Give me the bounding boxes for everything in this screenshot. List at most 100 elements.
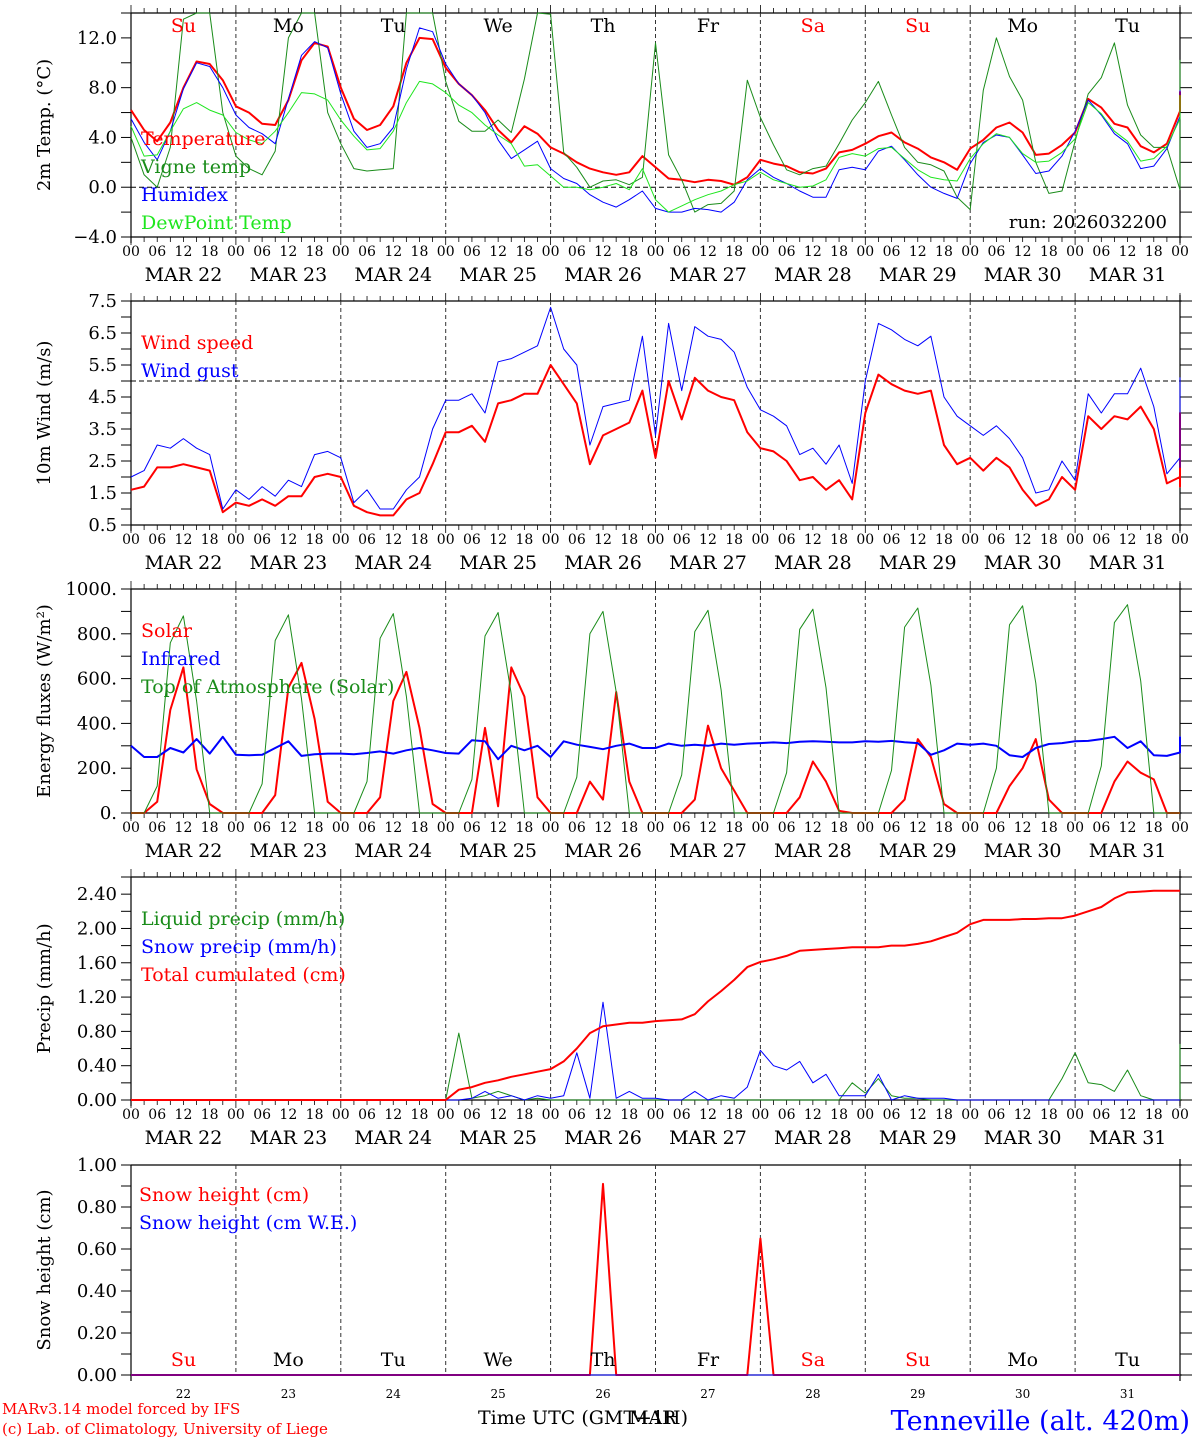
x-day-label: MAR 25: [459, 840, 537, 862]
weekday-label: Tu: [1115, 15, 1140, 37]
x-hour-label: 00: [227, 532, 245, 548]
day-number-label: 24: [386, 1387, 402, 1401]
x-hour-label: 00: [1066, 820, 1084, 836]
x-hour-label: 00: [961, 532, 979, 548]
x-hour-label: 18: [201, 244, 219, 260]
x-hour-label: 12: [1119, 820, 1137, 836]
x-hour-label: 12: [699, 532, 717, 548]
x-hour-label: 00: [437, 244, 455, 260]
x-hour-label: 00: [751, 532, 769, 548]
x-hour-label: 00: [227, 244, 245, 260]
x-hour-label: 06: [568, 1107, 586, 1123]
x-hour-label: 06: [1092, 244, 1110, 260]
x-hour-label: 12: [1119, 1107, 1137, 1123]
x-hour-label: 18: [830, 1107, 848, 1123]
x-hour-label: 06: [883, 532, 901, 548]
x-hour-label: 12: [909, 532, 927, 548]
panel-wind: 7.5 6.5 5.5 4.5 3.5 2.5 1.5 0.5 10m Wind (m/s) Wi…: [34, 291, 1192, 574]
location-title: Tenneville (alt. 420m): [891, 1406, 1190, 1437]
weekday-label: Fr: [697, 1349, 720, 1371]
x-day-label: MAR 22: [145, 264, 223, 286]
x-hour-label: 18: [935, 1107, 953, 1123]
legend-entry: Solar: [141, 620, 193, 642]
y-tick-label: 5.5: [88, 355, 117, 376]
x-hour-label: 18: [725, 244, 743, 260]
x-day-label: MAR 25: [459, 264, 537, 286]
x-hour-label: 18: [620, 1107, 638, 1123]
x-day-label: MAR 22: [145, 840, 223, 862]
x-hour-label: 00: [961, 244, 979, 260]
y-axis-label: 10m Wind (m/s): [34, 341, 55, 486]
x-hour-label: 18: [515, 532, 533, 548]
day-number-label: 22: [176, 1387, 191, 1401]
series-line-wind-speed: [130, 364, 1181, 517]
x-hour-label: 06: [988, 244, 1006, 260]
x-hour-label: 00: [961, 820, 979, 836]
x-day-label: MAR 30: [984, 552, 1062, 574]
x-hour-label: 12: [804, 1107, 822, 1123]
x-hour-label: 06: [463, 532, 481, 548]
x-day-label: MAR 29: [879, 552, 957, 574]
x-hour-label: 06: [253, 532, 271, 548]
weekday-label: We: [484, 1349, 513, 1371]
x-hour-label: 12: [384, 244, 402, 260]
x-hour-label: 18: [515, 244, 533, 260]
x-hour-label: 12: [279, 820, 297, 836]
x-hour-label: 18: [411, 820, 429, 836]
x-hour-label: 06: [148, 1107, 166, 1123]
weekday-label: Su: [171, 15, 196, 37]
y-tick-label: 0.00: [77, 1365, 117, 1386]
legend-entry: Wind speed: [141, 332, 253, 354]
y-tick-label: 3.5: [88, 419, 117, 440]
x-hour-label: 06: [463, 244, 481, 260]
x-hour-label: 06: [673, 820, 691, 836]
x-hour-label: 00: [1171, 1107, 1189, 1123]
x-hour-label: 06: [1092, 820, 1110, 836]
weekday-label: Sa: [801, 15, 825, 37]
x-hour-label: 06: [568, 244, 586, 260]
x-hour-label: 12: [804, 820, 822, 836]
x-hour-label: 18: [1040, 244, 1058, 260]
x-hour-label: 00: [751, 1107, 769, 1123]
y-tick-label: 1000.: [65, 579, 117, 600]
x-hour-label: 00: [1066, 244, 1084, 260]
x-hour-label: 18: [515, 1107, 533, 1123]
x-day-label: MAR 26: [564, 840, 642, 862]
x-hour-label: 06: [358, 532, 376, 548]
x-hour-label: 18: [201, 532, 219, 548]
footer-lab-credit: (c) Lab. of Climatology, University of L…: [2, 1420, 328, 1438]
x-hour-label: 00: [751, 820, 769, 836]
x-hour-label: 12: [175, 820, 193, 836]
x-hour-label: 18: [1040, 1107, 1058, 1123]
x-day-label: MAR 22: [145, 552, 223, 574]
x-hour-label: 00: [332, 532, 350, 548]
x-hour-label: 18: [830, 244, 848, 260]
y-tick-label: 0.0: [88, 177, 117, 198]
y-tick-label: 12.0: [77, 28, 117, 49]
x-day-label: MAR 28: [774, 840, 852, 862]
x-hour-label: 18: [935, 244, 953, 260]
x-axis-title: Time UTC (GMT+1H): [478, 1407, 688, 1429]
x-day-label: MAR 31: [1089, 1127, 1167, 1149]
x-hour-label: 06: [253, 820, 271, 836]
y-tick-label: 1.20: [77, 987, 117, 1008]
x-hour-label: 00: [1171, 532, 1189, 548]
x-hour-label: 18: [306, 1107, 324, 1123]
x-hour-label: 00: [647, 532, 665, 548]
series-line-total-cumulated-cm-: [131, 889, 1180, 1101]
x-hour-label: 18: [306, 244, 324, 260]
weekday-label: Mo: [273, 15, 304, 37]
x-hour-label: 00: [332, 244, 350, 260]
y-tick-label: 8.0: [88, 78, 117, 99]
series-line-top-of-atmosphere-solar-: [131, 604, 1180, 814]
series-line-wind-gust: [130, 306, 1181, 510]
x-day-label: MAR 30: [984, 264, 1062, 286]
x-day-label: MAR 27: [669, 840, 747, 862]
x-hour-label: 00: [542, 244, 560, 260]
x-hour-label: 12: [175, 244, 193, 260]
series-line-vigne-temp: [130, 12, 1181, 213]
x-hour-label: 18: [935, 820, 953, 836]
x-hour-label: 18: [1145, 532, 1163, 548]
x-hour-label: 18: [1040, 820, 1058, 836]
